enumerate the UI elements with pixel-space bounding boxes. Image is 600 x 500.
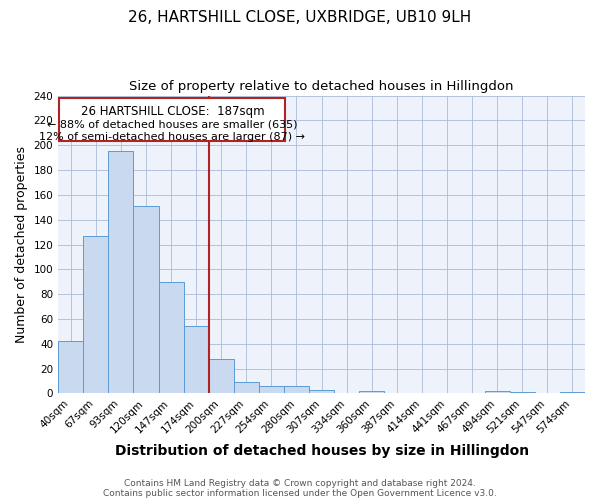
- Bar: [133, 206, 158, 394]
- Bar: [158, 282, 184, 394]
- Bar: [209, 358, 234, 394]
- Text: 12% of semi-detached houses are larger (87) →: 12% of semi-detached houses are larger (…: [40, 132, 305, 141]
- Text: Contains public sector information licensed under the Open Government Licence v3: Contains public sector information licen…: [103, 488, 497, 498]
- Bar: [359, 391, 385, 394]
- Text: 26, HARTSHILL CLOSE, UXBRIDGE, UB10 9LH: 26, HARTSHILL CLOSE, UXBRIDGE, UB10 9LH: [128, 10, 472, 25]
- Bar: [485, 391, 510, 394]
- Bar: [58, 342, 83, 394]
- Y-axis label: Number of detached properties: Number of detached properties: [15, 146, 28, 343]
- Title: Size of property relative to detached houses in Hillingdon: Size of property relative to detached ho…: [130, 80, 514, 93]
- Bar: [309, 390, 334, 394]
- Bar: [259, 386, 284, 394]
- Text: ← 88% of detached houses are smaller (635): ← 88% of detached houses are smaller (63…: [47, 119, 298, 129]
- Bar: [109, 152, 133, 394]
- FancyBboxPatch shape: [59, 98, 285, 142]
- Bar: [234, 382, 259, 394]
- X-axis label: Distribution of detached houses by size in Hillingdon: Distribution of detached houses by size …: [115, 444, 529, 458]
- Bar: [560, 392, 585, 394]
- Bar: [510, 392, 535, 394]
- Bar: [184, 326, 209, 394]
- Text: 26 HARTSHILL CLOSE:  187sqm: 26 HARTSHILL CLOSE: 187sqm: [80, 106, 264, 118]
- Bar: [284, 386, 309, 394]
- Bar: [83, 236, 109, 394]
- Text: Contains HM Land Registry data © Crown copyright and database right 2024.: Contains HM Land Registry data © Crown c…: [124, 478, 476, 488]
